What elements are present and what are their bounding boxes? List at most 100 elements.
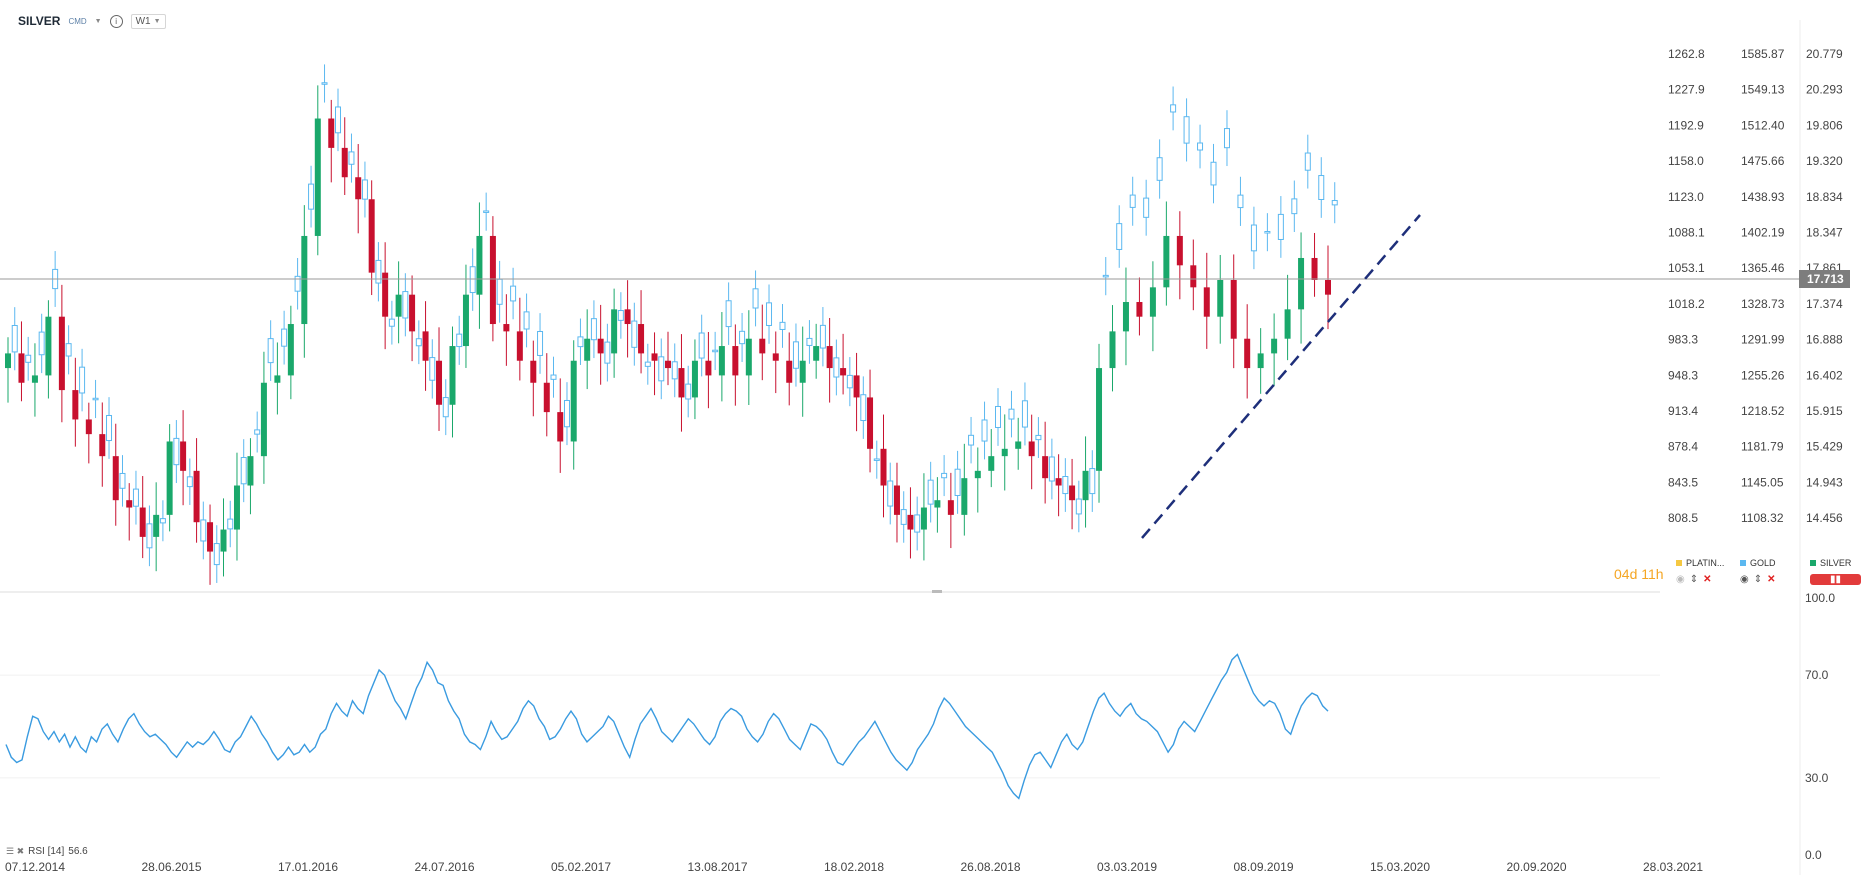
gold-candle-body: [1318, 175, 1325, 200]
silver-axis-tick: 14.456: [1806, 511, 1843, 525]
x-axis-tick-label: 15.03.2020: [1370, 860, 1430, 874]
platinum-axis-tick: 808.5: [1668, 511, 1698, 525]
gold-candle-body: [590, 318, 597, 341]
silver-candle-body: [530, 360, 537, 383]
reorder-icon[interactable]: ⇕: [1689, 574, 1699, 585]
silver-candle-body: [1284, 309, 1291, 339]
silver-candle-body: [409, 294, 416, 332]
gold-candle-body: [281, 328, 288, 347]
silver-candle-body: [718, 346, 725, 376]
gold-candle-body: [267, 338, 274, 364]
silver-candle-body: [1217, 279, 1224, 317]
candle-style-icon[interactable]: ▮▮: [1810, 574, 1862, 585]
silver-candle-body: [449, 346, 456, 405]
gold-candle-body: [779, 321, 786, 330]
silver-candle-body: [705, 360, 712, 376]
silver-candle-body: [920, 507, 927, 530]
timeframe-select[interactable]: W1 ▼: [130, 13, 166, 29]
legend-platinum[interactable]: PLATIN... ◉ ⇕ ✕: [1676, 558, 1724, 585]
gold-candle-body: [388, 318, 395, 327]
platinum-axis-tick: 948.3: [1668, 368, 1698, 382]
silver-candle-body: [1055, 478, 1062, 486]
silver-candle-body: [126, 500, 133, 508]
silver-axis-tick: 15.915: [1806, 404, 1843, 418]
remove-icon[interactable]: ✕: [1703, 574, 1712, 585]
silver-candle-body: [1149, 287, 1156, 317]
silver-candle-body: [745, 338, 752, 376]
gold-candle-body: [725, 300, 732, 328]
eye-icon[interactable]: ◉: [1740, 574, 1749, 585]
gold-candle-body: [1021, 400, 1028, 428]
platinum-axis-tick: 843.5: [1668, 475, 1698, 489]
gold-candle-body: [456, 333, 463, 348]
silver-candle-body: [826, 346, 833, 369]
silver-candle-body: [840, 368, 847, 376]
gold-candle-body: [523, 311, 530, 330]
gold-candle-body: [1304, 152, 1311, 171]
platinum-axis-tick: 1123.0: [1668, 190, 1704, 204]
eye-icon[interactable]: ◉: [1676, 574, 1685, 585]
silver-candle-body: [974, 470, 981, 479]
indicator-settings-icon[interactable]: ☰ ✖: [6, 846, 25, 856]
silver-candle-body: [799, 360, 806, 383]
silver-candle-body: [1298, 257, 1305, 310]
gold-candle-body: [173, 437, 180, 466]
gold-candle-body: [186, 476, 193, 488]
symbol-dropdown-icon[interactable]: ▼: [94, 17, 102, 25]
gold-candle-body: [806, 337, 813, 346]
gold-candle-body: [510, 285, 517, 302]
gold-candle-body: [496, 278, 503, 305]
silver-candle-body: [328, 118, 335, 148]
silver-candle-body: [516, 331, 523, 361]
reorder-icon[interactable]: ⇕: [1753, 574, 1763, 585]
gold-candle-body: [792, 341, 799, 369]
remove-icon[interactable]: ✕: [1767, 574, 1776, 585]
silver-candle-body: [1082, 470, 1089, 501]
gold-candle-body: [712, 349, 719, 353]
silver-candle-body: [988, 456, 995, 471]
info-icon[interactable]: i: [109, 14, 123, 28]
gold-candle-body: [739, 330, 746, 345]
x-axis-tick-label: 18.02.2018: [824, 860, 884, 874]
silver-axis-tick: 15.429: [1806, 440, 1843, 454]
gold-candle-body: [1129, 194, 1136, 208]
gold-candle-body: [483, 210, 490, 213]
silver-candle-body: [436, 360, 443, 405]
x-axis-tick-label: 03.03.2019: [1097, 860, 1157, 874]
silver-axis-tick: 20.293: [1806, 83, 1843, 97]
silver-candle-body: [112, 456, 119, 501]
x-axis-tick-label: 28.06.2015: [141, 860, 201, 874]
silver-candle-body: [772, 353, 779, 361]
x-axis-tick-label: 05.02.2017: [551, 860, 611, 874]
silver-candle-body: [557, 412, 564, 442]
silver-candle-body: [99, 434, 106, 457]
silver-candle-body: [476, 235, 483, 295]
silver-candle-body: [624, 309, 631, 325]
silver-candle-body: [58, 316, 65, 391]
gold-axis-tick: 1145.05: [1741, 475, 1784, 489]
silver-candle-body: [260, 382, 267, 457]
silver-candle-body: [1325, 279, 1331, 295]
silver-candle-body: [813, 346, 820, 361]
gold-candle-body: [1250, 224, 1257, 252]
gold-candle-body: [900, 509, 907, 525]
rsi-indicator-label[interactable]: ☰ ✖ RSI [14] 56.6: [6, 846, 88, 857]
legend-gold[interactable]: GOLD ◉ ⇕ ✕: [1740, 558, 1776, 585]
gold-candle-body: [671, 361, 678, 380]
gold-candle-body: [1116, 223, 1123, 250]
gold-candle-body: [819, 324, 826, 349]
gold-candle-body: [537, 330, 544, 356]
platinum-axis-tick: 983.3: [1668, 333, 1698, 347]
silver-candle-body: [287, 324, 294, 376]
silver-candle-body: [139, 507, 146, 537]
platinum-axis-tick: 1053.1: [1668, 261, 1705, 275]
silver-axis-tick: 16.402: [1806, 368, 1843, 382]
legend-silver[interactable]: SILVER ▮▮: [1810, 558, 1862, 585]
gold-candle-body: [887, 480, 894, 507]
gold-axis-tick: 1402.19: [1741, 226, 1785, 240]
rsi-value: 56.6: [68, 846, 88, 857]
silver-candle-body: [597, 338, 604, 354]
silver-candle-body: [193, 470, 200, 523]
symbol-label[interactable]: SILVER: [18, 14, 61, 28]
